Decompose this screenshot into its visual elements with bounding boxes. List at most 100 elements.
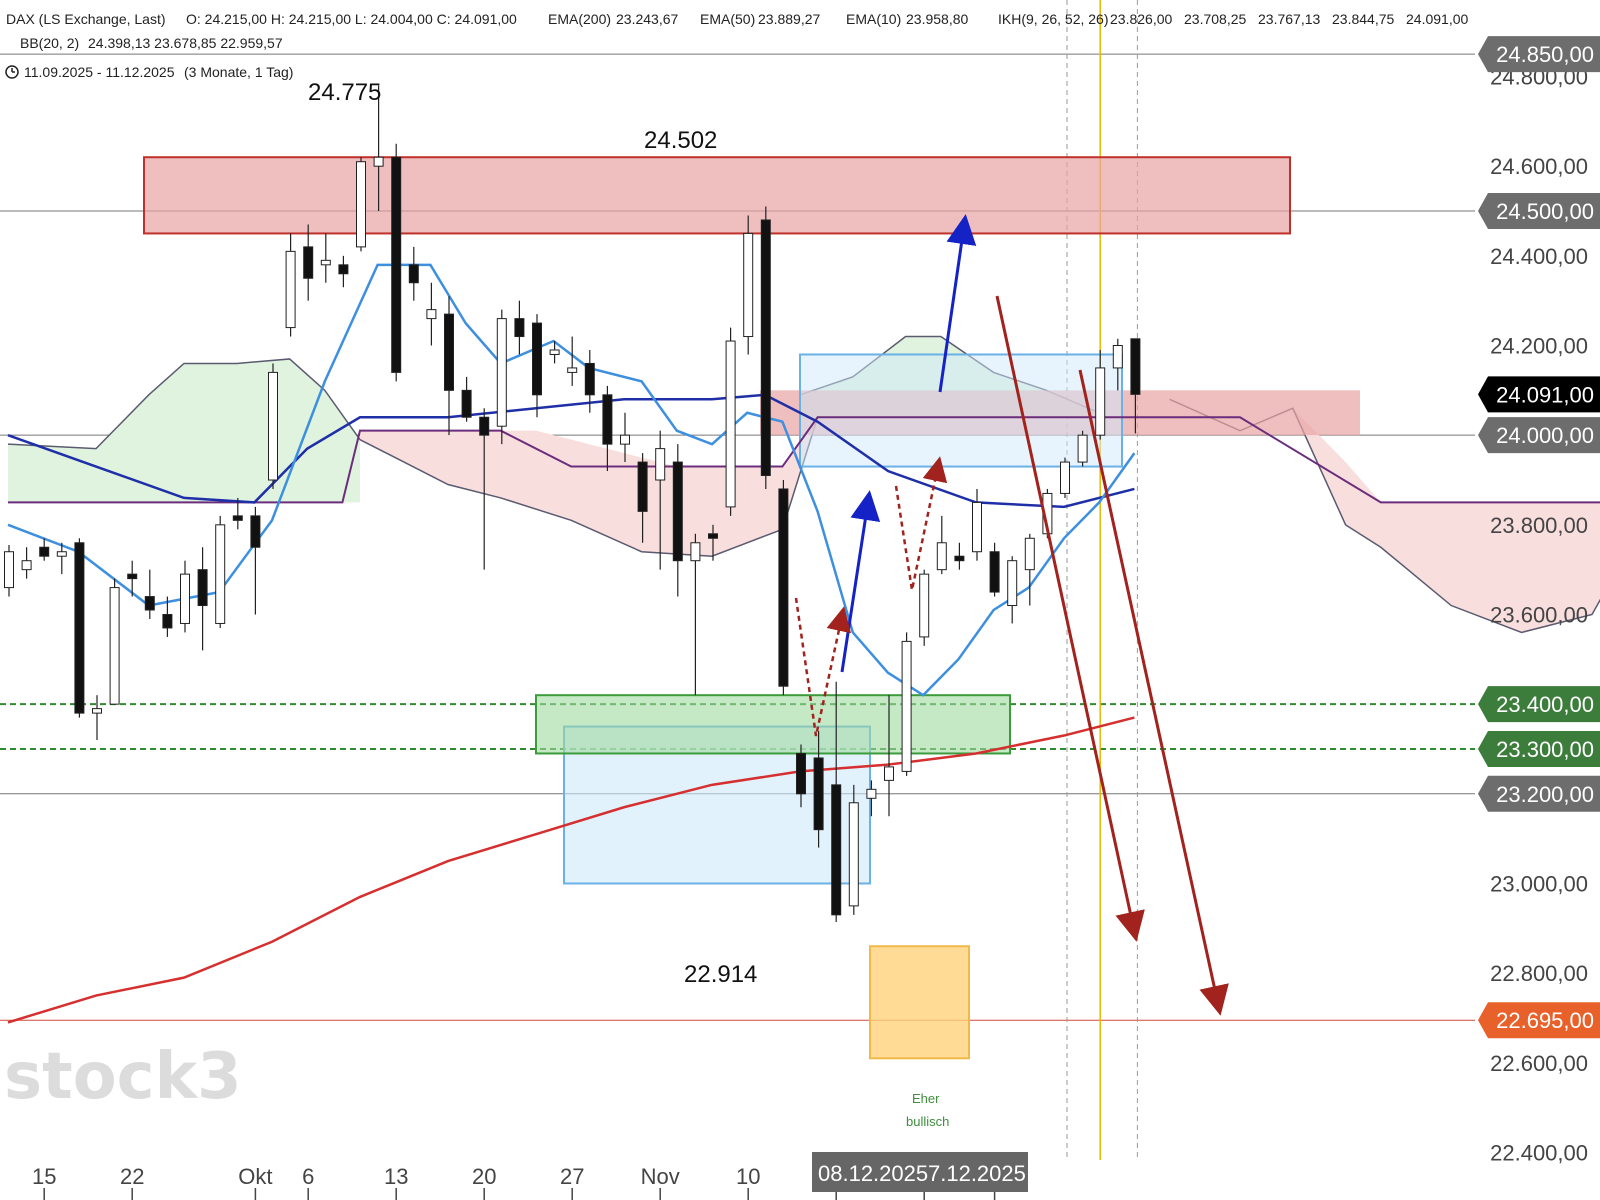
candle-55: [972, 488, 982, 561]
candle-body: [514, 318, 525, 338]
ema200-label: EMA(200): [548, 11, 611, 27]
y-tick-label: 24.400,00: [1490, 244, 1588, 269]
candle-32: [567, 336, 578, 386]
candle-body: [197, 569, 208, 607]
candle-body: [391, 156, 402, 373]
candle-18: [320, 233, 331, 283]
price-tag-bg: [1478, 36, 1600, 73]
candle-body: [56, 551, 67, 557]
bear-cloud-2: [1169, 399, 1600, 633]
candle-10: [180, 560, 190, 633]
resistance-zone: [143, 156, 1291, 235]
candle-body: [690, 542, 701, 562]
candle-body: [972, 501, 982, 553]
candle-body: [1024, 537, 1035, 571]
arrow-red-1: [995, 295, 1145, 942]
price-tag-bg: [1478, 417, 1600, 454]
candle-body: [4, 551, 14, 589]
ema10-line: [7, 263, 1136, 697]
candle-44: [778, 480, 789, 696]
price-tag: 24.850,00: [1478, 36, 1600, 73]
price-tag-bg: [1478, 1002, 1600, 1039]
ikh-value-2: 23.708,25: [1184, 11, 1246, 27]
price-tag: 24.500,00: [1478, 193, 1600, 230]
clock-icon: [5, 65, 19, 79]
price-tag-bg: [1478, 193, 1600, 230]
candle-48: [848, 784, 859, 915]
candle-12: [215, 515, 226, 628]
candle-45: [796, 744, 806, 808]
candle-37: [655, 430, 666, 570]
candle-38: [672, 444, 683, 597]
ema50-line: [7, 393, 1135, 509]
y-tick-label: 24.600,00: [1490, 154, 1588, 179]
candle-body: [285, 250, 296, 329]
price-tag: 24.091,00: [1478, 376, 1600, 413]
candle-body: [232, 515, 243, 521]
candle-34: [602, 385, 613, 472]
price-tag-bg: [1478, 376, 1600, 413]
candle-body: [708, 533, 718, 539]
price-tag-bg: [1478, 730, 1600, 767]
arrow-blue-2: [938, 214, 977, 393]
candle-body: [444, 313, 454, 391]
candle-body: [778, 488, 789, 687]
consolidation-box: [799, 353, 1123, 468]
candle-body: [884, 766, 894, 781]
candle-52: [919, 569, 930, 646]
bullisch-label: bullisch: [906, 1114, 949, 1129]
ema10-label: EMA(10): [846, 11, 901, 27]
candle-33: [584, 349, 595, 413]
candle-body: [1112, 345, 1123, 369]
candle-body: [549, 349, 560, 355]
candle-body: [1095, 367, 1106, 436]
candle-body: [338, 264, 349, 275]
candle-23: [408, 246, 419, 301]
bb-values: 24.398,13 23.678,85 22.959,57: [88, 35, 283, 51]
candle-body: [215, 524, 226, 624]
date-tags: 08.12.2025 7.12.2025: [812, 1152, 1028, 1192]
low-label: 22.914: [684, 961, 757, 988]
candle-body: [796, 752, 806, 795]
candle-body: [1130, 338, 1141, 395]
candle-body: [936, 542, 947, 571]
price-tag-label: 23.300,00: [1496, 737, 1594, 762]
x-tick-label: 13: [384, 1164, 408, 1189]
candle-5: [92, 695, 102, 741]
y-tick-label: 23.800,00: [1490, 513, 1588, 538]
ikh-label: IKH(9, 26, 52, 26): [998, 11, 1109, 27]
candle-body: [479, 416, 490, 436]
candle-body: [408, 264, 419, 284]
y-tick-label: 23.000,00: [1490, 871, 1588, 896]
price-tag-label: 24.850,00: [1496, 42, 1594, 67]
ema50-label: EMA(50): [700, 11, 755, 27]
candle-17: [303, 224, 314, 301]
candle-22: [391, 143, 402, 382]
candle-61: [1077, 430, 1088, 467]
candle-64: [1130, 338, 1141, 434]
candle-43: [760, 206, 771, 489]
cloud-span-a-1: [7, 358, 361, 450]
y-tick-label: 24.200,00: [1490, 334, 1588, 359]
candle-body: [919, 573, 930, 638]
candle-24: [426, 282, 437, 346]
time-box: [869, 945, 970, 1060]
candle-body: [356, 161, 366, 248]
price-tag: 22.695,00: [1478, 1002, 1600, 1039]
candle-49: [866, 780, 877, 817]
x-tick-label: 10: [736, 1164, 760, 1189]
price-tag-label: 24.500,00: [1496, 199, 1594, 224]
y-tick-label: 23.600,00: [1490, 602, 1588, 627]
support-zone: [535, 694, 1011, 755]
candle-39: [690, 533, 701, 696]
price-tag: 23.400,00: [1478, 686, 1600, 723]
candle-21: [373, 85, 384, 212]
candle-body: [813, 757, 824, 831]
candle-8: [144, 569, 155, 619]
candle-2: [39, 538, 50, 561]
candle-body: [144, 596, 155, 611]
candle-body: [602, 394, 613, 445]
candle-25: [444, 296, 454, 436]
candle-body: [373, 156, 384, 167]
watermark-logo: stock3: [4, 1040, 242, 1114]
